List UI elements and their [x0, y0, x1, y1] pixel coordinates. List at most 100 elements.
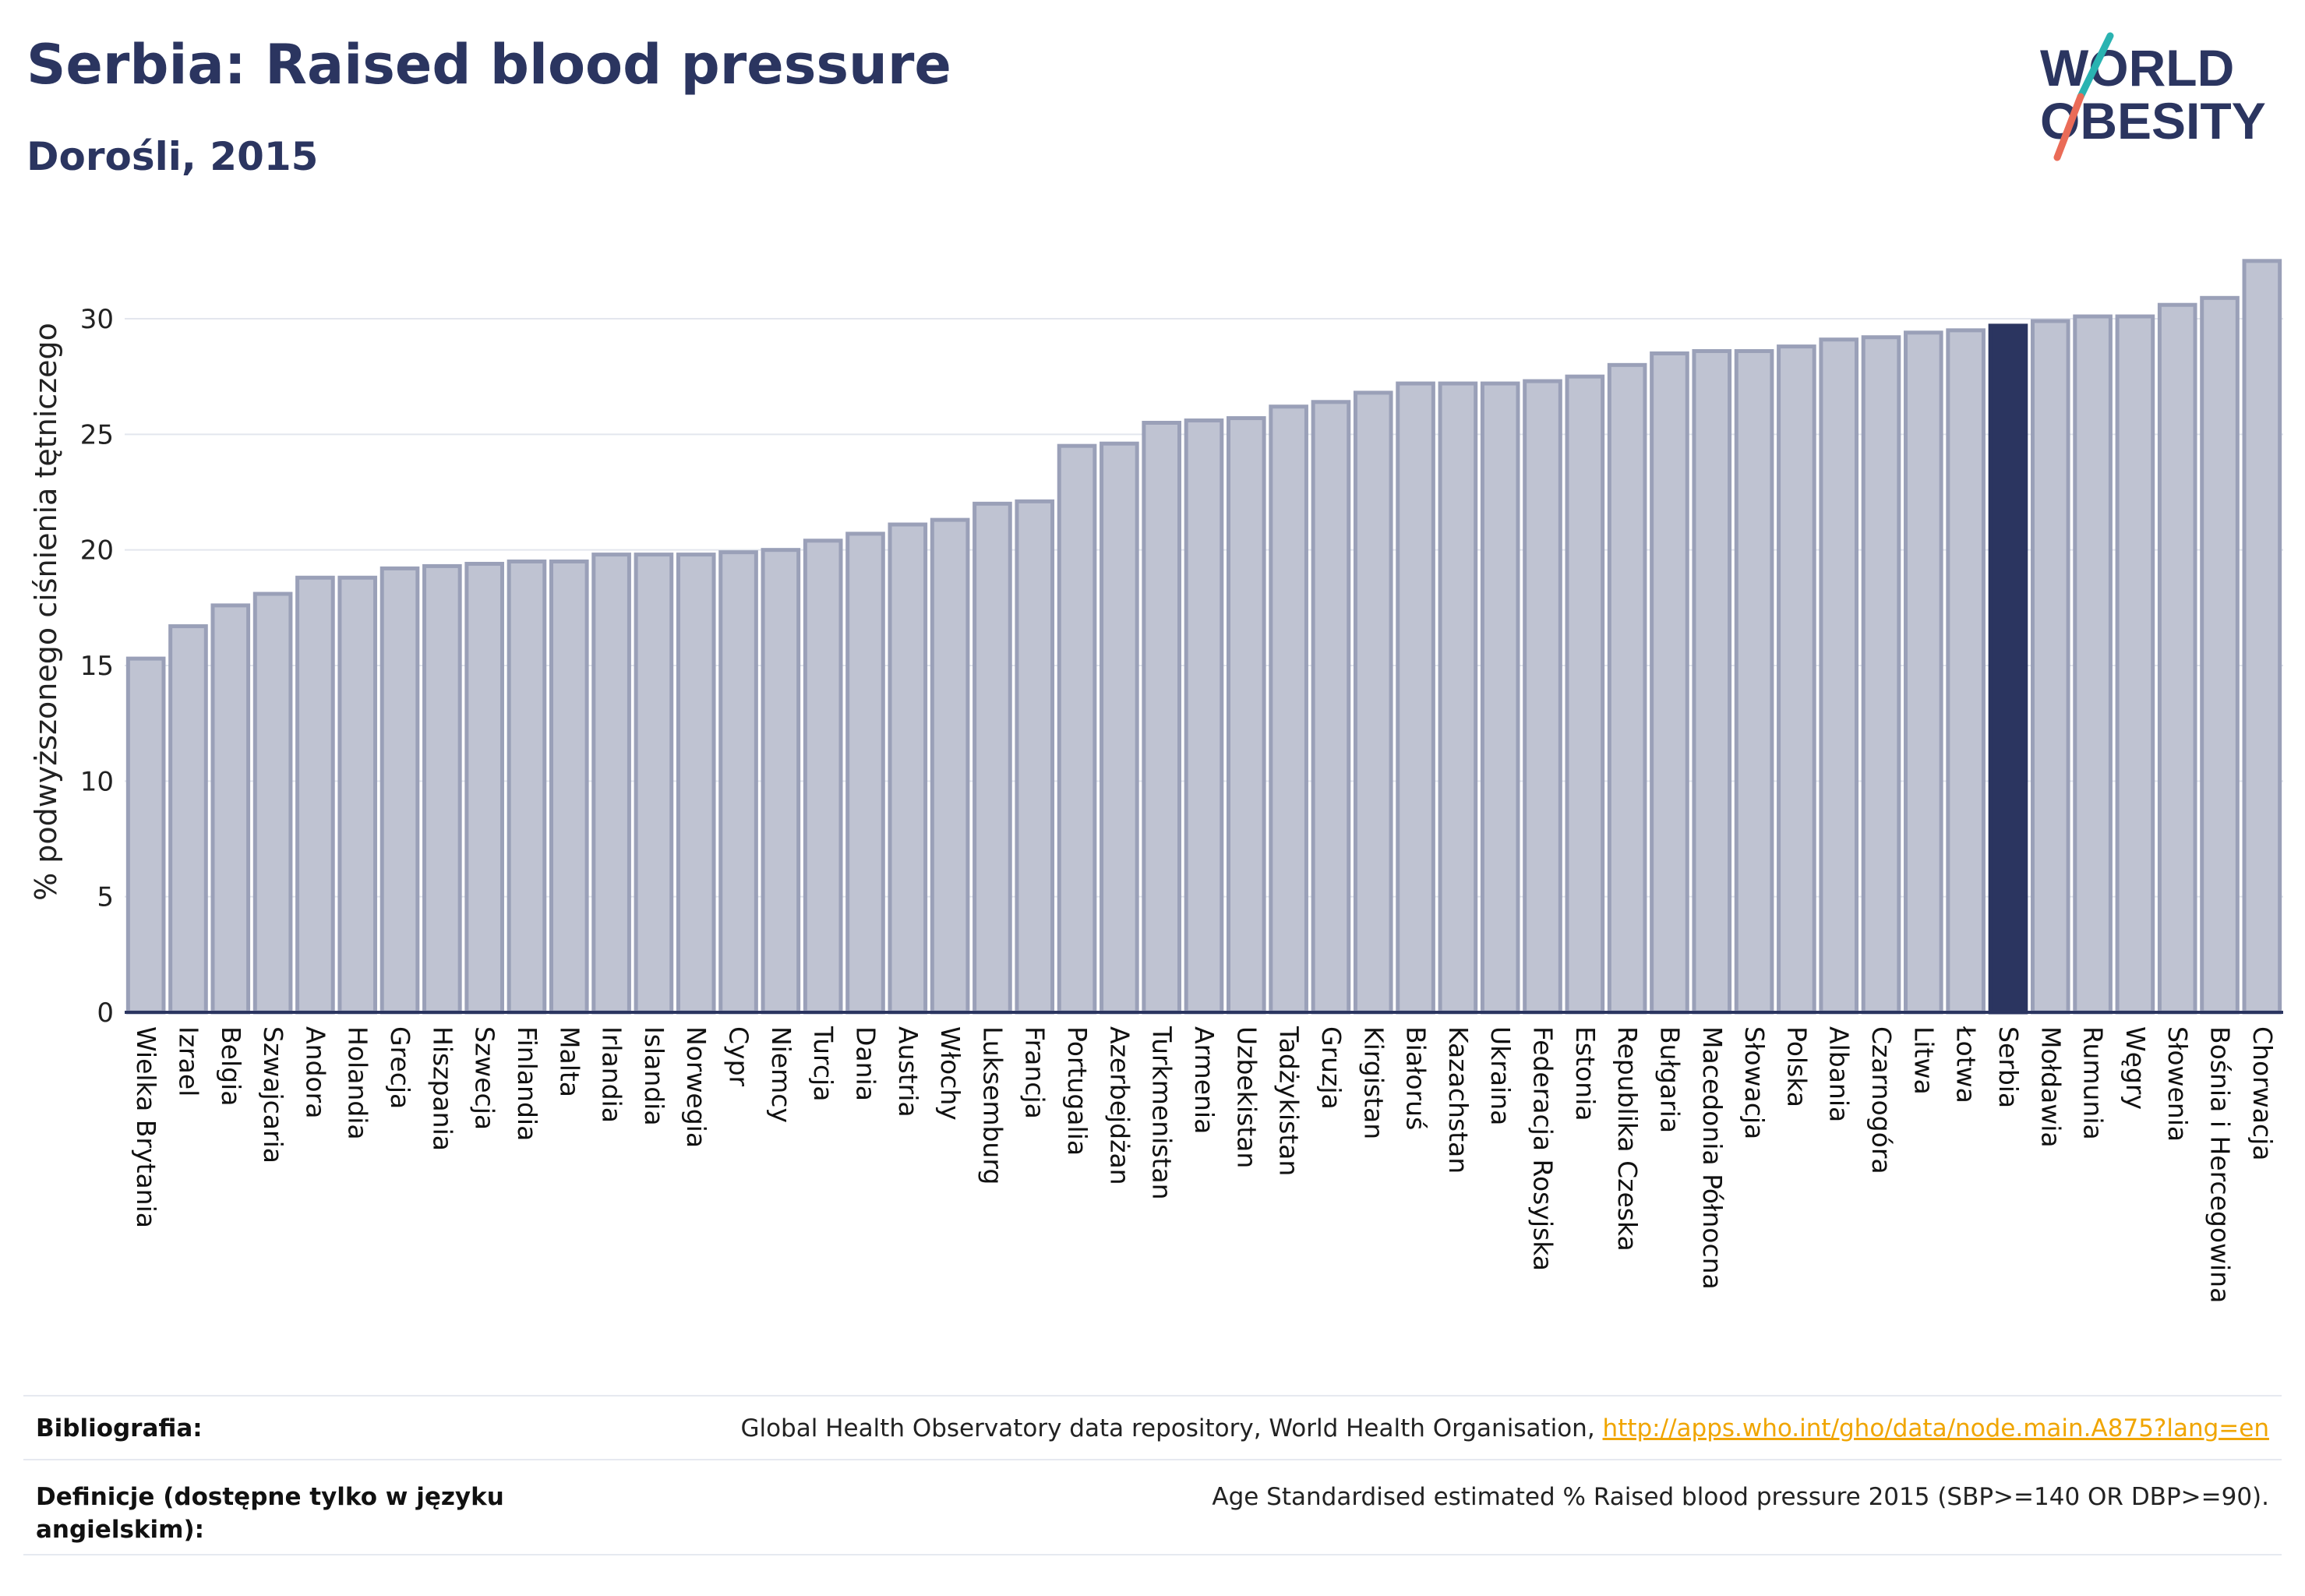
- y-tick-label: 20: [80, 535, 114, 567]
- bar: [464, 561, 504, 1015]
- bar: [1269, 404, 1308, 1015]
- definitions-row: Definicje (dostępne tylko w języku angie…: [23, 1459, 2282, 1554]
- x-tick-label: Słowacja: [1739, 1026, 1770, 1139]
- x-axis-labels: Wielka Brytania Izrael Belgia Szwajcaria And…: [131, 1026, 2278, 1303]
- bar: [888, 522, 928, 1015]
- y-tick-label: 10: [80, 766, 114, 797]
- x-tick-label: Niemcy: [766, 1026, 796, 1123]
- x-tick-label: Grecja: [385, 1026, 415, 1109]
- x-tick-label: Finlandia: [512, 1026, 542, 1141]
- definitions-label: Definicje (dostępne tylko w języku angie…: [36, 1481, 504, 1546]
- bar: [337, 575, 378, 1015]
- bar: [1861, 335, 1901, 1015]
- bar: [1946, 328, 1986, 1015]
- x-tick-label: Włochy: [935, 1026, 965, 1121]
- y-tick-label: 30: [80, 304, 114, 335]
- bar: [1565, 374, 1605, 1015]
- bar: [379, 566, 420, 1015]
- bar: [1523, 379, 1562, 1015]
- bar-highlighted: [1988, 323, 2028, 1015]
- x-tick-label: Węgry: [2120, 1026, 2151, 1110]
- bar: [2115, 314, 2155, 1015]
- bar: [1184, 418, 1224, 1015]
- bar: [1396, 381, 1435, 1015]
- y-tick-label: 0: [97, 998, 114, 1029]
- bibliography-label: Bibliografia:: [36, 1414, 203, 1442]
- bar: [676, 553, 716, 1015]
- bar: [1819, 337, 1859, 1015]
- bibliography-value: Global Health Observatory data repositor…: [740, 1412, 2269, 1445]
- x-tick-label: Łotwa: [1951, 1026, 1982, 1103]
- bar: [930, 517, 970, 1015]
- bar: [2200, 295, 2240, 1015]
- x-tick-label: Federacja Rosyjska: [1528, 1026, 1558, 1271]
- bar: [1480, 381, 1520, 1015]
- x-tick-label: Bośnia i Hercegowina: [2205, 1026, 2236, 1303]
- y-axis-ticks: 0 5 10 15 20 25 30: [80, 304, 114, 1029]
- bar: [591, 553, 631, 1015]
- x-tick-label: Tadżykistan: [1274, 1026, 1304, 1176]
- x-tick-label: Białoruś: [1401, 1026, 1431, 1130]
- x-tick-label: Dania: [850, 1026, 881, 1101]
- definitions-value: Age Standardised estimated % Raised bloo…: [1212, 1483, 2269, 1511]
- x-tick-label: Irlandia: [597, 1026, 627, 1123]
- x-tick-label: Rumunia: [2078, 1026, 2109, 1140]
- bar: [2242, 259, 2282, 1015]
- x-tick-label: Azerbejdżan: [1104, 1026, 1135, 1185]
- x-tick-label: Cypr: [724, 1026, 754, 1087]
- bar: [1353, 390, 1393, 1015]
- bar: [2157, 302, 2197, 1015]
- x-tick-label: Serbia: [1993, 1026, 2024, 1108]
- x-tick-label: Kazachstan: [1443, 1026, 1474, 1174]
- x-tick-label: Gruzja: [1316, 1026, 1347, 1110]
- bibliography-text: Global Health Observatory data repositor…: [740, 1414, 1603, 1442]
- bar: [549, 560, 589, 1015]
- x-tick-label: Austria: [893, 1026, 923, 1118]
- x-tick-label: Turkmenistan: [1147, 1026, 1177, 1200]
- x-tick-label: Hiszpania: [427, 1026, 457, 1151]
- x-tick-label: Portugalia: [1062, 1026, 1092, 1156]
- bar: [1057, 443, 1097, 1015]
- bar: [1692, 349, 1732, 1015]
- x-tick-label: Kirgistan: [1358, 1026, 1389, 1139]
- x-tick-label: Mołdawia: [2035, 1026, 2066, 1148]
- bibliography-link[interactable]: http://apps.who.int/gho/data/node.main.A…: [1602, 1414, 2269, 1442]
- bar: [761, 548, 801, 1015]
- x-tick-label: Holandia: [343, 1026, 373, 1140]
- x-tick-label: Turcja: [808, 1026, 838, 1101]
- bar: [1607, 362, 1647, 1015]
- x-tick-label: Uzbekistan: [1231, 1026, 1262, 1168]
- x-tick-label: Czarnogóra: [1866, 1026, 1897, 1174]
- x-tick-label: Słowenia: [2162, 1026, 2193, 1142]
- svg-text:WORLD: WORLD: [2040, 39, 2234, 97]
- x-tick-label: Ukraina: [1485, 1026, 1516, 1125]
- bar-chart: 0 5 10 15 20 25 30 Wielka Brytania Izrael Belgia…: [29, 259, 2283, 1303]
- bar: [1438, 381, 1478, 1015]
- bar: [252, 591, 293, 1015]
- x-tick-label: Chorwacja: [2247, 1026, 2278, 1160]
- x-tick-label: Armenia: [1189, 1026, 1220, 1134]
- bar: [1227, 416, 1266, 1015]
- bar: [1777, 344, 1816, 1015]
- bar: [125, 656, 166, 1015]
- x-tick-label: Malta: [554, 1026, 584, 1097]
- bar: [1015, 499, 1055, 1015]
- bar: [972, 501, 1012, 1015]
- bar: [210, 603, 251, 1015]
- bibliography-row: Bibliografia: Global Health Observatory …: [23, 1395, 2282, 1459]
- bar: [168, 624, 208, 1015]
- x-tick-label: Luksemburg: [977, 1026, 1008, 1185]
- bar: [1311, 400, 1351, 1015]
- bar: [845, 531, 885, 1015]
- y-tick-label: 5: [97, 882, 114, 913]
- x-tick-label: Republika Czeska: [1612, 1026, 1643, 1252]
- x-tick-label: Litwa: [1908, 1026, 1939, 1095]
- bar: [295, 575, 335, 1015]
- x-tick-label: Bułgaria: [1654, 1026, 1685, 1133]
- x-tick-label: Macedonia Północna: [1697, 1026, 1728, 1290]
- bar: [1734, 349, 1774, 1015]
- y-tick-label: 25: [80, 419, 114, 450]
- world-obesity-logo: WORLD OBESITY: [2034, 31, 2291, 164]
- page-subtitle: Dorośli, 2015: [26, 134, 319, 179]
- bar: [1142, 421, 1181, 1015]
